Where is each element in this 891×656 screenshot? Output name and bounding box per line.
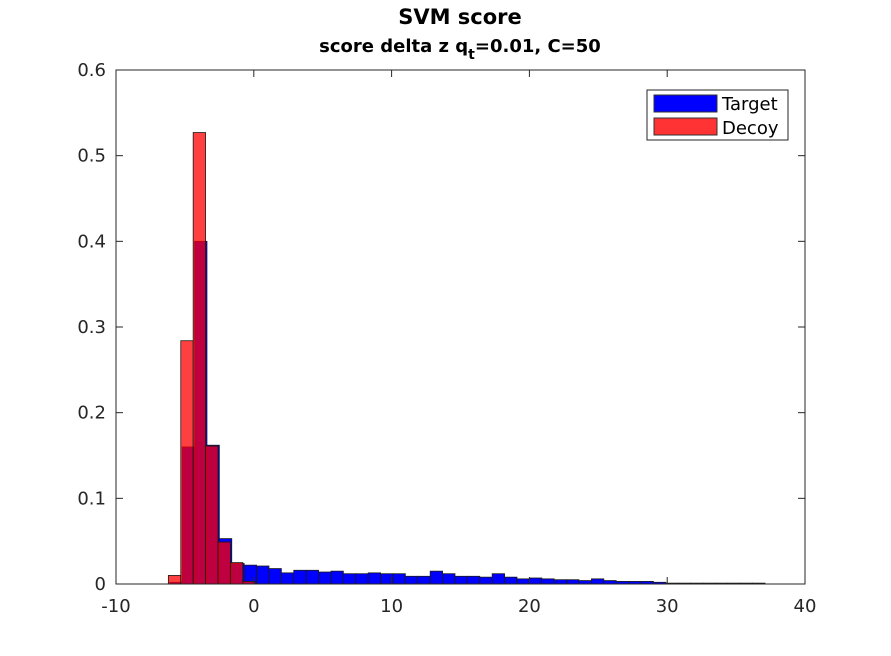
decoy-bar [217, 541, 231, 585]
y-tick-label: 0.2 [77, 403, 106, 424]
chart-subtitle-prefix: score delta z q [319, 36, 468, 57]
target-bar [566, 579, 580, 585]
target-bar [504, 576, 518, 585]
legend-swatch-target [653, 94, 718, 113]
target-bar [318, 571, 332, 585]
target-bar [330, 570, 344, 585]
x-tick-label: -10 [101, 596, 130, 617]
target-bar [429, 570, 443, 585]
chart-subtitle-subscript: t [468, 47, 475, 63]
legend-label-target: Target [721, 94, 778, 115]
chart-subtitle-suffix: =0.01, C=50 [475, 36, 601, 57]
target-bar [603, 580, 617, 585]
target-bar [293, 569, 307, 585]
y-tick-label: 0.5 [77, 146, 106, 167]
target-bar [417, 575, 431, 585]
target-bar [553, 579, 568, 585]
target-bar [529, 577, 543, 585]
legend-swatch-decoy [653, 117, 718, 136]
decoy-bar [167, 575, 182, 585]
target-bar [367, 572, 381, 585]
target-bar [466, 575, 481, 585]
decoy-bar [192, 132, 206, 585]
target-bar [342, 573, 357, 585]
axes-area [116, 70, 805, 584]
target-bar [305, 569, 319, 585]
target-bar [442, 573, 456, 585]
target-bar [541, 578, 555, 585]
decoy-bar [229, 562, 244, 585]
decoy-bar [180, 340, 194, 585]
y-tick-label: 0.3 [77, 317, 106, 338]
target-bar [280, 572, 295, 585]
target-bar [404, 575, 419, 585]
target-bar [256, 565, 270, 585]
y-tick-label: 0.6 [77, 60, 106, 81]
x-tick-label: 10 [380, 596, 403, 617]
target-bar [268, 568, 282, 585]
y-tick-label: 0 [95, 574, 106, 595]
target-bar [578, 580, 592, 585]
target-bar [392, 573, 406, 585]
legend: Target Decoy [646, 89, 789, 141]
x-tick-label: 30 [656, 596, 679, 617]
target-bar [479, 576, 493, 585]
target-bar [454, 575, 468, 585]
decoy-bar [205, 445, 219, 585]
target-bar [355, 573, 369, 585]
x-tick-label: 40 [794, 596, 817, 617]
chart-title: SVM score [398, 5, 522, 29]
target-bar [516, 578, 530, 585]
x-tick-label: 20 [518, 596, 541, 617]
target-bar [591, 578, 605, 585]
y-tick-label: 0.4 [77, 231, 106, 252]
y-tick-label: 0.1 [77, 488, 106, 509]
legend-label-decoy: Decoy [722, 118, 779, 139]
chart-subtitle: score delta z qt=0.01, C=50 [319, 36, 601, 63]
x-tick-label: 0 [248, 596, 259, 617]
target-bar [491, 573, 505, 585]
